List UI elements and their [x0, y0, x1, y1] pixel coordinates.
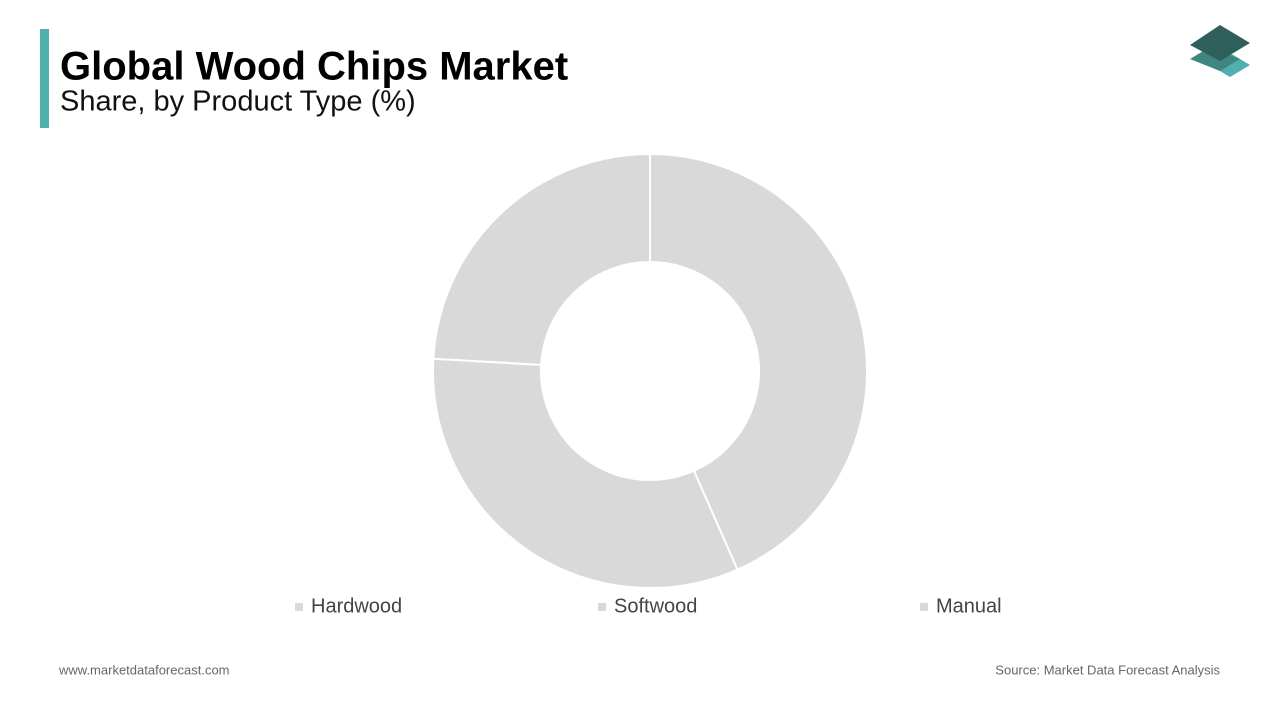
legend-marker	[920, 603, 928, 611]
logo	[1190, 25, 1250, 77]
slice	[432, 152, 651, 366]
slice	[649, 152, 868, 571]
title-accent	[40, 29, 49, 128]
chart-title: Global Wood Chips Market	[60, 45, 568, 89]
slice	[432, 357, 739, 589]
legend-marker	[598, 603, 606, 611]
source: Source: Market Data Forecast Analysis	[995, 662, 1220, 677]
website: www.marketdataforecast.com	[58, 662, 230, 677]
legend-label: Softwood	[614, 595, 697, 617]
legend-label: Manual	[936, 595, 1002, 617]
legend-label: Hardwood	[311, 595, 402, 617]
chart-subtitle: Share, by Product Type (%)	[60, 86, 416, 118]
legend-marker	[295, 603, 303, 611]
